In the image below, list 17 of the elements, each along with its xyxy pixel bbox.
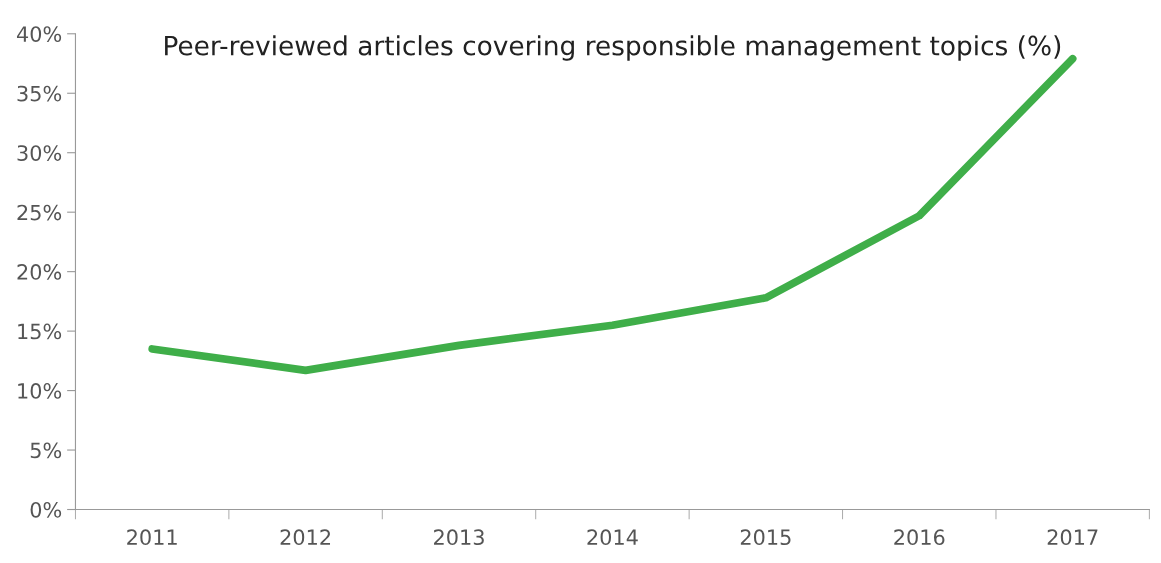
y-tick-label: 5% xyxy=(30,442,62,459)
x-tick-label: 2011 xyxy=(127,529,177,546)
x-tick-label: 2012 xyxy=(280,529,331,546)
y-tick-label: 30% xyxy=(17,145,62,161)
y-tick-label: 15% xyxy=(18,323,62,340)
y-tick-label: 0% xyxy=(30,501,62,518)
x-tick-label: 2017 xyxy=(1047,529,1098,546)
y-tick-label: 10% xyxy=(18,383,62,399)
y-tick-label: 35% xyxy=(17,85,62,102)
y-tick-label: 20% xyxy=(17,264,62,280)
y-tick-label: 40% xyxy=(16,26,62,42)
x-tick-label: 2015 xyxy=(740,529,791,546)
x-tick-label: 2016 xyxy=(894,529,945,546)
x-tick-label: 2014 xyxy=(587,529,638,546)
chart-title: Peer-reviewed articles covering responsible management topics (%) xyxy=(165,35,1061,61)
x-tick-label: 2013 xyxy=(434,529,484,546)
y-tick-label: 25% xyxy=(17,204,62,221)
